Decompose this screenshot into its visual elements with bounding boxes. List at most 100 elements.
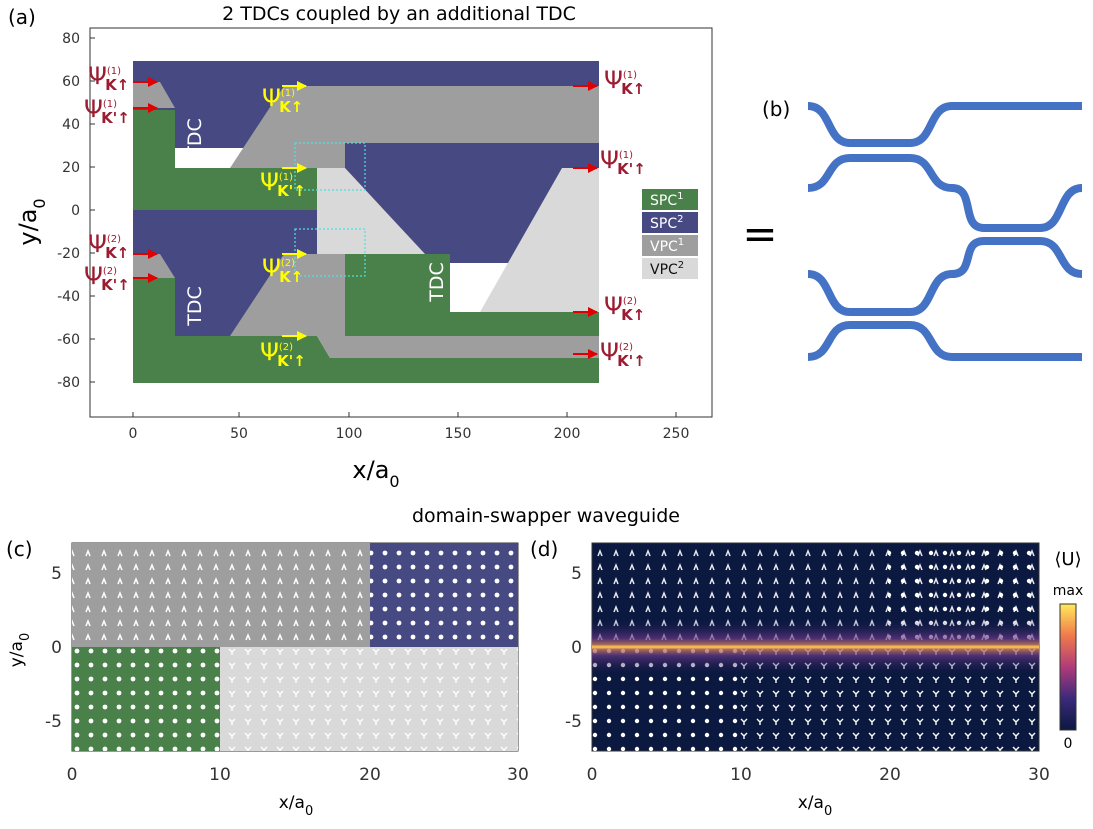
ytick: -40	[57, 289, 80, 305]
xtick: 10	[730, 765, 752, 785]
psi-in-k2: Ψ(2) K↑	[88, 230, 129, 262]
xtick: 150	[445, 426, 472, 442]
ytick: 0	[571, 638, 582, 658]
legend-swatch-spc1	[642, 189, 698, 210]
colorbar-title: ⟨U⟩	[1054, 549, 1081, 570]
legend-swatch-spc2	[642, 212, 698, 233]
panel-a-yticks: 80 60 40 20 0 -20 -40 -60 -80	[57, 31, 80, 391]
spc1-region-lower	[133, 278, 599, 383]
ytick: 40	[62, 117, 80, 133]
panel-a-ylabel: y/a0	[14, 198, 49, 245]
highlight-box-lower	[294, 228, 366, 277]
ytick: 80	[62, 31, 80, 47]
colorbar	[1059, 603, 1077, 731]
output-arrows	[573, 81, 598, 359]
panel-c-ylabel: y/a0	[7, 633, 33, 668]
section-title: domain-swapper waveguide	[412, 505, 680, 527]
xtick: 100	[336, 426, 363, 442]
waveguide-path-2	[807, 154, 1083, 232]
ytick: 20	[62, 160, 80, 176]
ytick: -80	[57, 375, 80, 391]
colorbar-min-label: 0	[1064, 736, 1073, 752]
vpc1-inlet-lower	[133, 254, 175, 278]
region-vpc1-lattice	[72, 543, 370, 647]
waveguide-path-3	[807, 237, 1083, 316]
xtick: 30	[507, 765, 529, 785]
xtick: 200	[554, 426, 581, 442]
panel-d-yticks: 5 0 -5	[565, 564, 582, 732]
psi-labels-right: Ψ(1) K↑ Ψ(1) K'↑ Ψ(2) K↑ Ψ(2) K'↑	[600, 66, 646, 370]
region-spc2-lattice	[370, 543, 518, 647]
highlight-box-upper	[294, 142, 366, 191]
waveguide-schematic	[807, 102, 1083, 361]
legend-swatch-vpc2	[642, 258, 698, 279]
ytick: -60	[57, 332, 80, 348]
psi-labels-left: Ψ(1) K↑ Ψ(1) K'↑ Ψ(2) K↑ Ψ(2) K'↑	[84, 62, 130, 294]
panel-a: (a) 2 TDCs coupled by an additional TDC	[8, 3, 713, 491]
legend-label-spc2: SPC2	[650, 214, 683, 232]
ytick: -20	[57, 246, 80, 262]
colorbar-max-label: max	[1053, 583, 1084, 599]
tdc-label-3: TDC	[426, 262, 448, 303]
psi-in-k1: Ψ(1) K↑	[88, 62, 129, 94]
panel-b: (b) =	[742, 97, 1083, 361]
spc1-region-upper	[133, 110, 317, 210]
panel-a-label: (a)	[8, 5, 36, 29]
tdc-label-2: TDC	[184, 286, 206, 327]
psi-out-k1: Ψ(1) K↑	[604, 66, 645, 98]
input-arrows	[133, 77, 158, 283]
domain-map: TDC TDC TDC	[133, 61, 599, 383]
xtick: 50	[230, 426, 248, 442]
psi-inner-k2: Ψ(2) K↑	[262, 254, 303, 286]
vpc1-band-upper	[230, 86, 599, 168]
xtick: 20	[879, 765, 901, 785]
panel-a-tickmarks	[90, 37, 677, 417]
panel-d-label: (d)	[530, 537, 558, 561]
psi-out-kp2: Ψ(2) K'↑	[600, 338, 646, 370]
inner-arrows	[282, 81, 307, 341]
equals-sign: =	[742, 209, 777, 258]
panel-a-xticks: 0 50 100 150 200 250	[129, 426, 690, 442]
xtick: 10	[209, 765, 231, 785]
psi-out-k2: Ψ(2) K↑	[604, 292, 645, 324]
panel-d-xticks: 0 10 20 30	[587, 765, 1050, 785]
region-vpc2-lattice	[220, 647, 518, 751]
ytick: -5	[45, 712, 62, 732]
panel-c-yticks: 5 0 -5	[45, 564, 62, 732]
panel-b-label: (b)	[762, 97, 790, 121]
ytick: 5	[51, 564, 62, 584]
region-spc1-lattice	[72, 647, 220, 751]
tdc-label-1: TDC	[184, 118, 206, 159]
xtick: 0	[129, 426, 138, 442]
panel-d: (d) 0 10 20 30 5 0 -5 x/a0 ⟨U⟩ max 0	[530, 537, 1083, 819]
waveguide-path-4	[807, 321, 1082, 361]
psi-out-kp1: Ψ(1) K'↑	[600, 146, 646, 178]
psi-inner-kp1: Ψ(1) K'↑	[260, 168, 306, 200]
legend-label-spc1: SPC1	[650, 191, 683, 209]
xtick: 20	[359, 765, 381, 785]
xtick: 30	[1028, 765, 1050, 785]
vpc1-inlet-upper	[133, 82, 175, 108]
psi-in-kp2: Ψ(2) K'↑	[84, 262, 130, 294]
xtick: 0	[587, 765, 598, 785]
panel-d-xlabel: x/a0	[798, 793, 833, 819]
legend-swatch-vpc1	[642, 235, 698, 256]
panel-a-title: 2 TDCs coupled by an additional TDC	[222, 3, 576, 25]
psi-inner-kp2: Ψ(2) K'↑	[260, 338, 306, 370]
waveguide-path-1	[807, 102, 1082, 147]
panel-a-xlabel: x/a0	[352, 456, 399, 491]
panel-c-label: (c)	[6, 537, 33, 561]
legend-label-vpc2: VPC2	[650, 260, 684, 278]
vpc1-band-lower	[230, 254, 345, 336]
panel-a-legend: SPC1 SPC2 VPC1 VPC2	[642, 189, 698, 279]
psi-in-kp1: Ψ(1) K'↑	[84, 95, 130, 127]
vpc1-band-bottom	[317, 336, 599, 358]
spc1-region-right	[345, 254, 599, 336]
ytick: 60	[62, 74, 80, 90]
psi-labels-inner: Ψ(1) K↑ Ψ(1) K'↑ Ψ(2) K↑ Ψ(2) K'↑	[260, 84, 306, 370]
vpc2-region-right	[480, 168, 599, 312]
ytick: -5	[565, 712, 582, 732]
ytick: 0	[51, 638, 62, 658]
ytick: 0	[71, 203, 80, 219]
xtick: 0	[67, 765, 78, 785]
